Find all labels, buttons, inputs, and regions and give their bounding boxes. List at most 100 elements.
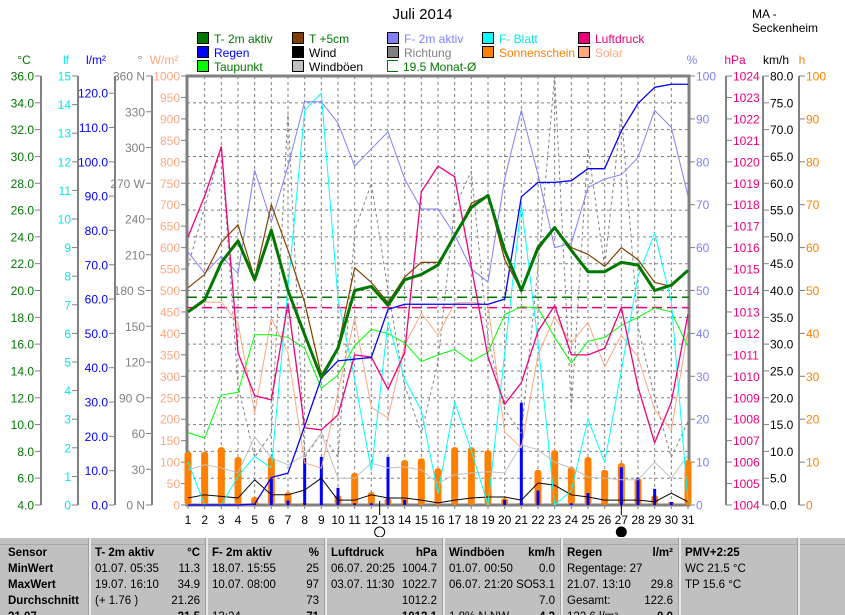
rain-bar bbox=[619, 467, 623, 505]
axis-tick-label-leaf: 1 bbox=[64, 470, 71, 484]
axis-tick-label-wind: 35.0 bbox=[770, 311, 794, 325]
axis-tick-label-temp: 28.0 bbox=[11, 177, 35, 191]
axis-tick-label-leaf: 15 bbox=[58, 70, 72, 84]
x-tick-label: 29 bbox=[648, 513, 662, 527]
x-tick-label: 5 bbox=[251, 513, 258, 527]
axis-tick-label-leaf: 3 bbox=[64, 413, 71, 427]
axis-tick-label-leaf: 14 bbox=[58, 98, 72, 112]
rain-bar bbox=[569, 503, 573, 505]
cell-value: 1012.1 bbox=[402, 609, 437, 615]
axis-tick-label-hum: 50 bbox=[696, 284, 710, 298]
rain-bar bbox=[286, 500, 290, 505]
header-unit: % bbox=[308, 547, 319, 559]
axis-tick-label-wind: 50.0 bbox=[770, 230, 794, 244]
sunshine-bar bbox=[201, 451, 209, 505]
axis-tick-label-press: 1006 bbox=[733, 456, 760, 470]
row-label: Durchschnitt bbox=[8, 595, 79, 607]
axis-tick-label-leaf: 9 bbox=[64, 241, 71, 255]
axis-tick-label-press: 1012 bbox=[733, 327, 760, 341]
axis-tick-label-solar: 500 bbox=[160, 284, 180, 298]
axis-tick-label-hum: 70 bbox=[696, 198, 710, 212]
header-label: PMV+2:25 bbox=[685, 547, 740, 559]
axis-tick-label-hum: 10 bbox=[696, 456, 710, 470]
legend-label: F- 2m aktiv bbox=[404, 32, 464, 46]
axis-tick-label-hum: 30 bbox=[696, 370, 710, 384]
header-unit: km/h bbox=[528, 547, 555, 559]
x-tick-label: 16 bbox=[431, 513, 445, 527]
axis-tick-label-dir: 150 bbox=[125, 320, 145, 334]
axis-tick-label-sun: 20 bbox=[806, 413, 820, 427]
rain-bar bbox=[369, 503, 373, 505]
axis-tick-label-sun: 0 bbox=[806, 499, 813, 513]
x-tick-label: 23 bbox=[548, 513, 562, 527]
cell-text: 06.07. 20:25 bbox=[331, 563, 395, 575]
axis-tick-label-temp: 8.0 bbox=[17, 445, 34, 459]
axis-tick-label-solar: 250 bbox=[160, 391, 180, 405]
cell-value: 71 bbox=[306, 609, 319, 615]
cell-text: Gesamt: bbox=[567, 595, 611, 607]
sunshine-bar bbox=[351, 472, 359, 505]
legend-item: Solar bbox=[578, 46, 623, 60]
statistics-table: Sensor T- 2m aktiv °C F- 2m aktiv% Luftdruck… bbox=[0, 538, 845, 615]
sunshine-bar bbox=[367, 492, 375, 505]
axis-tick-label-dir: 60 bbox=[132, 427, 146, 441]
axis-tick-label-dir: 0 N bbox=[126, 499, 145, 513]
axis-tick-label-wind: 15.0 bbox=[770, 418, 794, 432]
axis-tick-label-press: 1017 bbox=[733, 220, 760, 234]
cell-value: 21.26 bbox=[171, 595, 200, 607]
cell-value: 11.3 bbox=[178, 563, 200, 575]
chart-title: Juli 2014 bbox=[392, 6, 453, 23]
x-tick-label: 2 bbox=[201, 513, 208, 527]
column-separator bbox=[797, 538, 800, 615]
axis-tick-label-press: 1020 bbox=[733, 155, 760, 169]
axis-tick-label-hum: 40 bbox=[696, 327, 710, 341]
sunshine-bar bbox=[417, 458, 425, 505]
x-tick-label: 27 bbox=[615, 513, 629, 527]
legend-label: Sonnenschein bbox=[499, 46, 576, 60]
x-tick-label: 11 bbox=[348, 513, 361, 527]
cell-value: 1022.7 bbox=[401, 579, 437, 591]
sunshine-bar bbox=[567, 466, 575, 505]
legend-item: F- 2m aktiv bbox=[387, 32, 463, 46]
axis-tick-label-solar: 0 bbox=[173, 499, 180, 513]
legend-swatch-icon bbox=[482, 46, 494, 58]
header-label: Luftdruck bbox=[331, 547, 385, 559]
axis-tick-label-solar: 100 bbox=[160, 456, 180, 470]
rain-bar bbox=[536, 490, 540, 505]
rain-bar bbox=[336, 487, 340, 505]
cell-value: 25 bbox=[306, 563, 319, 575]
x-tick-label: 1 bbox=[185, 513, 192, 527]
axis-unit-press: hPa bbox=[724, 53, 746, 67]
table-top-band bbox=[0, 538, 845, 545]
axis-tick-label-temp: 14.0 bbox=[11, 364, 35, 378]
legend-swatch-icon bbox=[578, 32, 590, 44]
axis-tick-label-solar: 950 bbox=[160, 91, 180, 105]
axis-tick-label-leaf: 10 bbox=[58, 213, 72, 227]
axis-unit-leaf: lf bbox=[63, 53, 70, 67]
sunshine-bar bbox=[684, 459, 692, 505]
axis-unit-sun: h bbox=[799, 53, 806, 67]
cell-value: 97 bbox=[306, 579, 319, 591]
legend-label: Luftdruck bbox=[595, 32, 645, 46]
rain-bar bbox=[403, 499, 407, 505]
axis-unit-wind: km/h bbox=[763, 53, 789, 67]
axis-tick-label-rain: 90.0 bbox=[85, 190, 109, 204]
weather-chart: °C4.06.08.010.012.014.016.018.020.022.02… bbox=[11, 53, 826, 537]
axis-tick-label-press: 1022 bbox=[733, 112, 760, 126]
axis-tick-label-dir: 210 bbox=[125, 248, 145, 262]
legend-label: 19.5 Monat-Ø bbox=[403, 60, 477, 74]
cell-value: 1004.7 bbox=[401, 563, 437, 575]
cell-text: 03.07. 11:30 bbox=[331, 579, 395, 591]
x-tick-label: 20 bbox=[498, 513, 512, 527]
axis-tick-label-solar: 800 bbox=[160, 155, 180, 169]
axis-tick-label-rain: 50.0 bbox=[85, 327, 109, 341]
axis-tick-label-press: 1019 bbox=[733, 177, 760, 191]
axis-tick-label-sun: 30 bbox=[806, 370, 820, 384]
column-separator bbox=[88, 538, 91, 615]
sunshine-bar bbox=[184, 451, 192, 505]
axis-tick-label-solar: 400 bbox=[160, 327, 180, 341]
axis-tick-label-rain: 10.0 bbox=[85, 464, 109, 478]
cell-text: 10.07. 08:00 bbox=[212, 579, 276, 591]
series-line-solar bbox=[187, 301, 689, 469]
axis-tick-label-sun: 80 bbox=[806, 155, 820, 169]
